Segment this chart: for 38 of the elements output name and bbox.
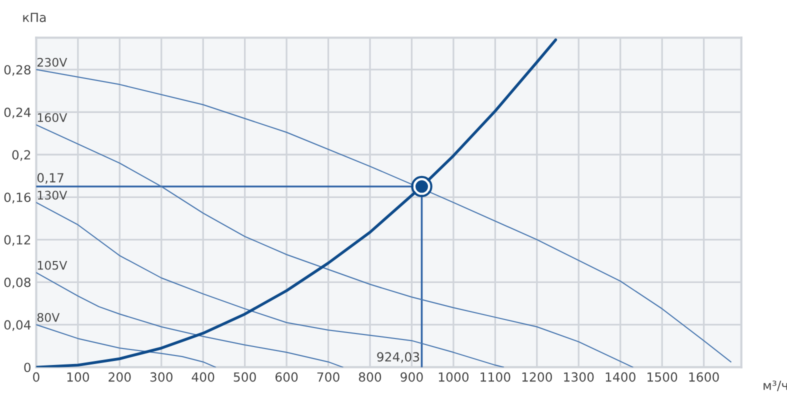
series-label: 105V	[38, 260, 68, 270]
x-tick-label: 200	[108, 372, 131, 382]
x-tick-label: 500	[234, 372, 256, 382]
ref-line-label: 0,17	[37, 173, 64, 184]
line-series	[36, 272, 344, 368]
series-label: 160V	[38, 113, 68, 122]
series-label: 80V	[37, 312, 60, 322]
x-tick-label: 1200	[522, 372, 552, 382]
x-axis-title: м³/ч	[764, 380, 787, 392]
y-tick-label: 0,2	[12, 150, 30, 161]
x-tick-label: 400	[192, 372, 214, 382]
series-label: 230V	[37, 58, 68, 67]
ref-line-label: 924,03	[377, 352, 420, 363]
x-tick-label: 300	[150, 372, 172, 382]
series-label: 130V	[38, 190, 68, 200]
x-tick-label: 100	[67, 372, 90, 382]
x-tick-label: 1500	[648, 372, 678, 382]
y-tick-label: 0,04	[4, 320, 31, 331]
x-tick-label: 1300	[564, 372, 594, 382]
y-tick-label: 0,16	[4, 192, 31, 204]
x-tick-label: 700	[317, 372, 340, 382]
y-tick-label: 0,28	[4, 65, 30, 76]
x-tick-label: 800	[358, 372, 382, 382]
x-tick-label: 0	[33, 372, 40, 382]
x-tick-label: 1600	[689, 372, 719, 382]
x-tick-label: 1100	[480, 372, 510, 382]
y-tick-label: 0,08	[4, 278, 30, 288]
line-series	[36, 324, 216, 368]
x-tick-label: 1000	[438, 372, 469, 382]
y-axis-title: кПа	[23, 12, 46, 22]
x-tick-label: 600	[275, 372, 298, 382]
x-tick-label: 1400	[606, 372, 636, 382]
y-tick-label: 0,24	[4, 108, 31, 118]
y-tick-label: 0,12	[4, 235, 30, 246]
x-tick-label: 900	[400, 372, 423, 382]
line-series	[36, 124, 634, 368]
y-tick-label: 0	[24, 362, 31, 372]
line-series	[36, 202, 504, 368]
